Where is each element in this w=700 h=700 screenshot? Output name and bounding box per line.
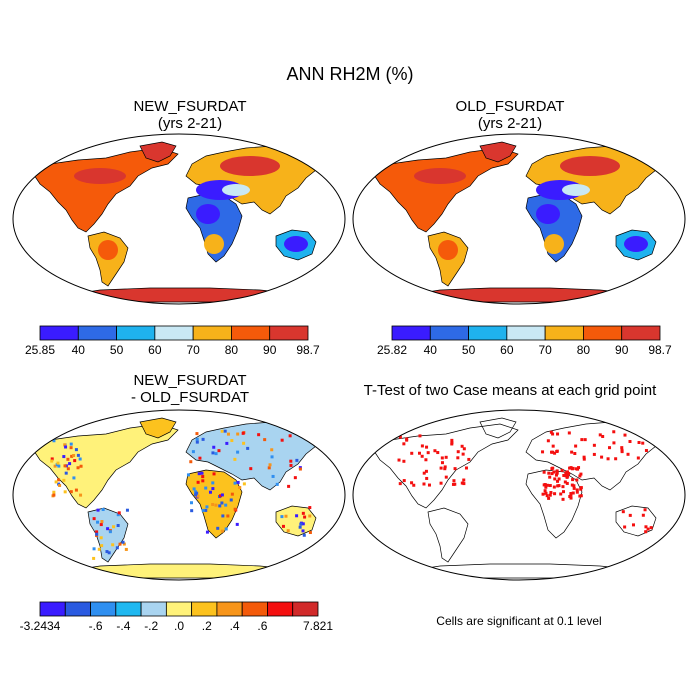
colorbar-tick-label: 50 [462, 343, 476, 357]
colorbar-diff: -3.2434 -.6 -.4 -.2 .0 .2 .4 .6 7.821 [20, 601, 333, 638]
map-new-fsurdat [10, 132, 348, 306]
figure-title: ANN RH2M (%) [286, 64, 414, 84]
colorbar-tick-label: -3.2434 [20, 619, 61, 633]
colorbar-tick-label: 70 [538, 343, 552, 357]
colorbar-tick-label: -.2 [144, 619, 158, 633]
colorbar-tick-label: 98.7 [296, 343, 320, 357]
colorbar-tick-label: .4 [230, 619, 240, 633]
colorbar-swatch [292, 601, 319, 617]
panel-4-title-line1: T-Test of two Case means at each grid po… [363, 382, 657, 399]
panel-2-title-line2: (yrs 2-21) [477, 115, 543, 132]
colorbar-tick-label: -.6 [89, 619, 103, 633]
colorbar-tick-label: 98.7 [648, 343, 672, 357]
colorbar-swatch [429, 325, 469, 341]
colorbar-tick-label: 60 [500, 343, 514, 357]
colorbar-swatch [216, 601, 243, 617]
panel-1-title-line1: NEW_FSURDAT [133, 98, 247, 115]
panel-2-title-line1: OLD_FSURDAT [455, 98, 565, 115]
colorbar-tick-label: 40 [424, 343, 438, 357]
map-old-fsurdat [350, 132, 688, 306]
colorbar-tick-label: 25.82 [377, 343, 407, 357]
panel-2-title: OLD_FSURDAT (yrs 2-21) [341, 98, 679, 132]
colorbar-tick-label: 80 [225, 343, 239, 357]
panel-4-title: T-Test of two Case means at each grid po… [341, 382, 679, 399]
colorbar-tick-label: .6 [257, 619, 267, 633]
colorbar-tick-label: -.4 [116, 619, 130, 633]
colorbar-swatch [39, 601, 66, 617]
colorbar-swatch [115, 601, 142, 617]
map-ttest [350, 408, 688, 582]
colorbar-tick-label: .2 [202, 619, 212, 633]
colorbar-tick-label: 40 [72, 343, 86, 357]
panel-3-title-line1: NEW_FSURDAT [133, 372, 247, 389]
colorbar-tick-label: 90 [263, 343, 277, 357]
panel-3-title-line2: - OLD_FSURDAT [130, 389, 250, 406]
colorbar-tick-label: .0 [174, 619, 184, 633]
colorbar-swatch [191, 601, 218, 617]
colorbar-swatch [241, 601, 268, 617]
colorbar-tick-label: 7.821 [303, 619, 333, 633]
colorbar-tick-label: 25.85 [25, 343, 55, 357]
colorbar-swatch [621, 325, 661, 341]
colorbar-swatch [140, 601, 167, 617]
colorbar-swatch [231, 325, 271, 341]
colorbar-swatch [192, 325, 232, 341]
colorbar-tick-label: 50 [110, 343, 124, 357]
significance-note: Cells are significant at 0.1 level [436, 614, 602, 628]
colorbar-swatch [165, 601, 193, 617]
colorbar-swatch [154, 325, 194, 341]
colorbar-swatch [116, 325, 156, 341]
colorbar-swatch [269, 325, 309, 341]
colorbar-old: 25.82 40 50 60 70 80 90 98.7 [377, 325, 672, 362]
colorbar-swatch [544, 325, 584, 341]
panel-1-title: NEW_FSURDAT (yrs 2-21) [21, 98, 359, 132]
panel-3-title: NEW_FSURDAT - OLD_FSURDAT [21, 372, 359, 406]
colorbar-swatch [64, 601, 91, 617]
colorbar-swatch [391, 325, 431, 341]
colorbar-swatch [90, 601, 117, 617]
colorbar-swatch [39, 325, 79, 341]
colorbar-swatch [468, 325, 508, 341]
colorbar-tick-label: 60 [148, 343, 162, 357]
colorbar-tick-label: 90 [615, 343, 629, 357]
colorbar-swatch [506, 325, 546, 341]
colorbar-swatch [77, 325, 117, 341]
colorbar-tick-label: 80 [577, 343, 591, 357]
colorbar-new: 25.85 40 50 60 70 80 90 98.7 [25, 325, 320, 362]
map-difference [10, 408, 348, 582]
colorbar-swatch [583, 325, 623, 341]
panel-1-title-line2: (yrs 2-21) [157, 115, 223, 132]
colorbar-swatch [267, 601, 294, 617]
colorbar-tick-label: 70 [186, 343, 200, 357]
